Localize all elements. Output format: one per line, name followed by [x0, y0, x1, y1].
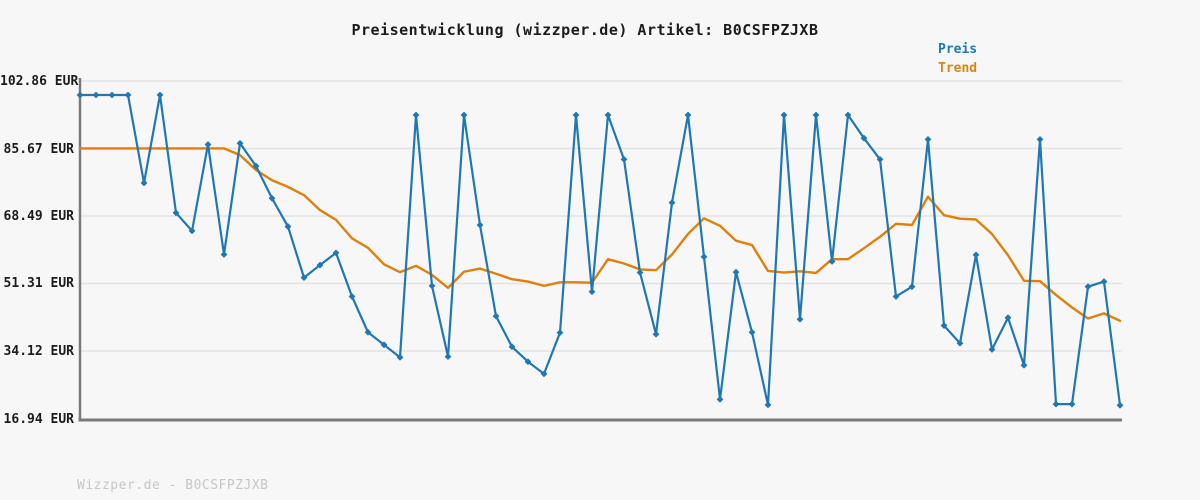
- trend-line: [78, 147, 1122, 323]
- gridlines-group: [80, 80, 1122, 352]
- trend-line-group: [78, 147, 1122, 323]
- axes-group: [78, 78, 1122, 422]
- y-axis-label: 16.94 EUR: [3, 411, 74, 427]
- preis-line-group: [76, 91, 1124, 409]
- y-axis-label: 51.31 EUR: [3, 276, 74, 292]
- preis-point-markers: [76, 91, 1124, 409]
- legend-item-trend: Trend: [938, 61, 978, 76]
- preis-line: [78, 93, 1122, 407]
- chart-title: Preisentwicklung (wizzper.de) Artikel: B…: [351, 21, 819, 39]
- watermark-text: Wizzper.de - B0CSFPZJXB: [77, 478, 269, 493]
- legend-item-preis: Preis: [938, 42, 978, 57]
- y-axis-label: 85.67 EUR: [3, 141, 74, 157]
- y-axis-label: 68.49 EUR: [3, 209, 74, 224]
- chart-legend: Preis Trend: [938, 40, 977, 78]
- y-axis-label: 102.86 EUR: [0, 74, 79, 89]
- y-axis-label: 34.12 EUR: [3, 344, 74, 360]
